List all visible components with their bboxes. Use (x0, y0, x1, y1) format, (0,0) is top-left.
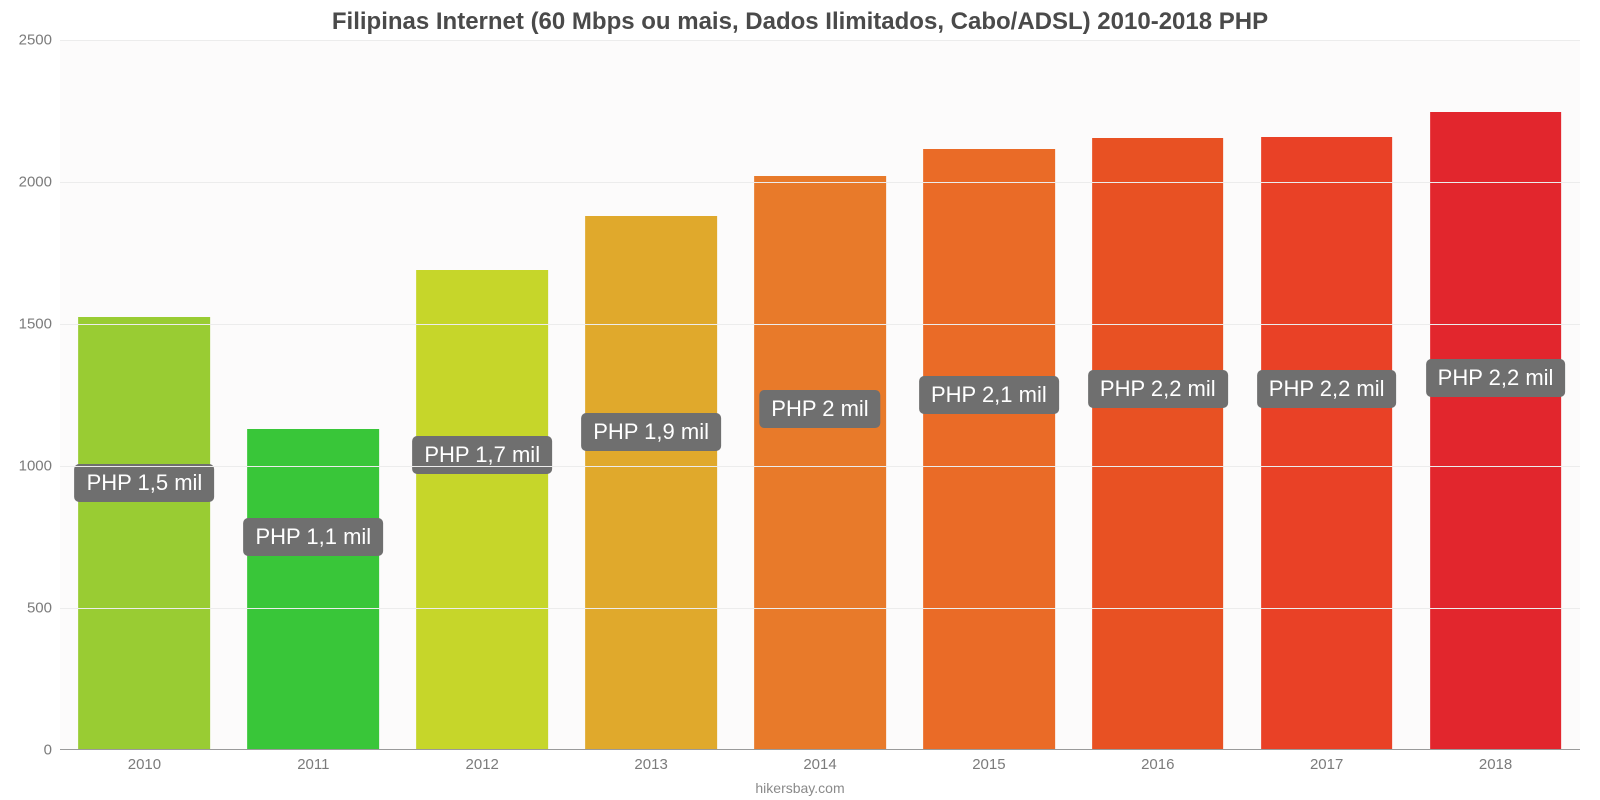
x-axis-line (60, 749, 1580, 750)
chart-title: Filipinas Internet (60 Mbps ou mais, Dad… (0, 8, 1600, 36)
y-tick-label: 1500 (2, 316, 52, 333)
y-tick-label: 1000 (2, 458, 52, 475)
bar-slot: PHP 2,2 mil (1073, 40, 1242, 750)
x-tick-label: 2012 (466, 756, 499, 773)
bars-container: PHP 1,5 mil PHP 1,1 mil PHP 1,7 mil PHP 1,9… (60, 40, 1580, 750)
bar-slot: PHP 2,1 mil (904, 40, 1073, 750)
y-tick-label: 0 (2, 742, 52, 759)
bar-slot: PHP 1,7 mil (398, 40, 567, 750)
bar-slot: PHP 2,2 mil (1242, 40, 1411, 750)
bar-value-label: PHP 2 mil (759, 390, 880, 428)
bar-value-label: PHP 2,1 mil (919, 376, 1059, 414)
gridline (60, 324, 1580, 325)
x-tick-label: 2016 (1141, 756, 1174, 773)
x-tick-label: 2014 (803, 756, 836, 773)
bar (1261, 137, 1393, 750)
x-tick-label: 2011 (297, 756, 329, 773)
bar (1092, 138, 1224, 750)
footer-credit: hikersbay.com (0, 780, 1600, 796)
bar (247, 429, 379, 750)
x-tick-label: 2017 (1310, 756, 1343, 773)
y-tick-label: 2000 (2, 174, 52, 191)
x-tick-label: 2013 (634, 756, 667, 773)
bar-value-label: PHP 2,2 mil (1088, 370, 1228, 408)
y-tick-label: 2500 (2, 32, 52, 49)
gridline (60, 182, 1580, 183)
plot-area: PHP 1,5 mil PHP 1,1 mil PHP 1,7 mil PHP 1,9… (60, 40, 1580, 750)
x-tick-label: 2010 (128, 756, 161, 773)
bar-value-label: PHP 2,2 mil (1257, 370, 1397, 408)
bar-value-label: PHP 1,7 mil (412, 436, 552, 474)
bar (416, 270, 548, 750)
bar-value-label: PHP 2,2 mil (1426, 359, 1566, 397)
bar-value-label: PHP 1,9 mil (581, 413, 721, 451)
bar (923, 149, 1055, 750)
bar-value-label: PHP 1,5 mil (75, 464, 215, 502)
gridline (60, 466, 1580, 467)
gridline (60, 608, 1580, 609)
bar-slot: PHP 1,5 mil (60, 40, 229, 750)
bar-slot: PHP 1,1 mil (229, 40, 398, 750)
bar-value-label: PHP 1,1 mil (243, 518, 383, 556)
bar-slot: PHP 1,9 mil (567, 40, 736, 750)
bar (1430, 112, 1562, 750)
bar (79, 317, 211, 750)
bar-slot: PHP 2 mil (736, 40, 905, 750)
bar (585, 216, 717, 750)
bar (754, 176, 886, 750)
x-tick-label: 2015 (972, 756, 1005, 773)
x-tick-label: 2018 (1479, 756, 1512, 773)
y-tick-label: 500 (2, 600, 52, 617)
gridline (60, 40, 1580, 41)
bar-slot: PHP 2,2 mil (1411, 40, 1580, 750)
